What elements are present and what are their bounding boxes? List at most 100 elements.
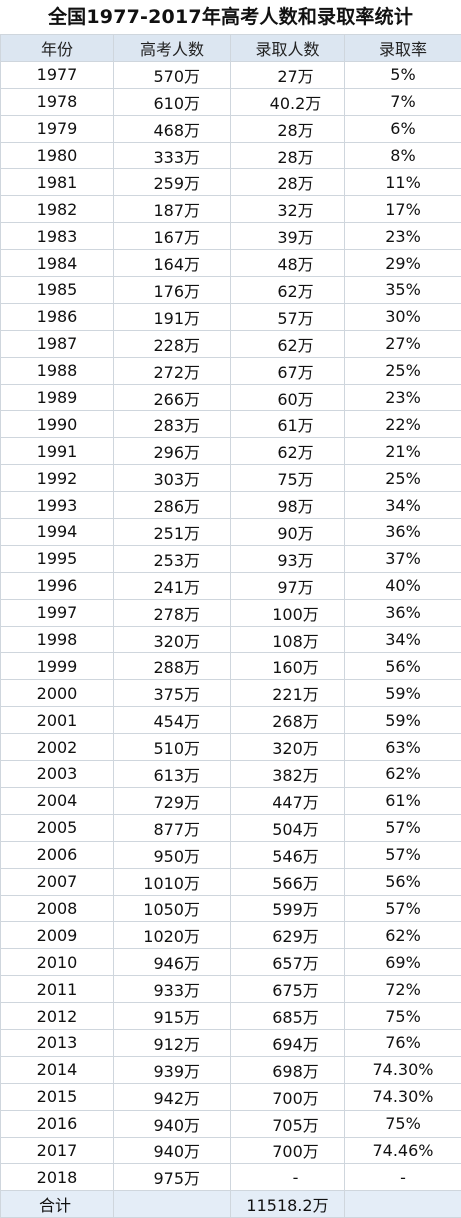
examinees-cell: 296万 xyxy=(114,438,231,465)
year-cell: 2014 xyxy=(1,1056,114,1083)
examinees-cell: 1020万 xyxy=(114,922,231,949)
examinees-cell: 303万 xyxy=(114,465,231,492)
year-cell: 1993 xyxy=(1,492,114,519)
year-cell: 2000 xyxy=(1,680,114,707)
rate-cell: 57% xyxy=(345,841,461,868)
rate-cell: 34% xyxy=(345,492,461,519)
rate-cell: 75% xyxy=(345,1003,461,1030)
total-empty-cell xyxy=(114,1191,231,1218)
admitted-cell: 75万 xyxy=(231,465,345,492)
year-cell: 1989 xyxy=(1,384,114,411)
year-cell: 1978 xyxy=(1,88,114,115)
rate-cell: 7% xyxy=(345,88,461,115)
admitted-cell: 62万 xyxy=(231,438,345,465)
header-row: 年份 高考人数 录取人数 录取率 xyxy=(1,35,461,62)
year-cell: 1997 xyxy=(1,599,114,626)
rate-cell: 56% xyxy=(345,653,461,680)
admitted-cell: 700万 xyxy=(231,1083,345,1110)
examinees-cell: 176万 xyxy=(114,277,231,304)
year-cell: 1996 xyxy=(1,572,114,599)
header-examinees: 高考人数 xyxy=(114,35,231,62)
year-cell: 2013 xyxy=(1,1029,114,1056)
rate-cell: 40% xyxy=(345,572,461,599)
admitted-cell: 382万 xyxy=(231,761,345,788)
year-cell: 2002 xyxy=(1,734,114,761)
examinees-cell: 454万 xyxy=(114,707,231,734)
examinees-cell: 187万 xyxy=(114,196,231,223)
rate-cell: 59% xyxy=(345,680,461,707)
year-cell: 1984 xyxy=(1,250,114,277)
rate-cell: 37% xyxy=(345,545,461,572)
examinees-cell: 468万 xyxy=(114,115,231,142)
header-rate: 录取率 xyxy=(345,35,461,62)
admitted-cell: 27万 xyxy=(231,61,345,88)
year-cell: 1990 xyxy=(1,411,114,438)
examinees-cell: 939万 xyxy=(114,1056,231,1083)
examinees-cell: 286万 xyxy=(114,492,231,519)
examinees-cell: 729万 xyxy=(114,787,231,814)
rate-cell: 76% xyxy=(345,1029,461,1056)
admitted-cell: 97万 xyxy=(231,572,345,599)
rate-cell: 69% xyxy=(345,949,461,976)
rate-cell: 35% xyxy=(345,277,461,304)
examinees-cell: 375万 xyxy=(114,680,231,707)
admitted-cell: 62万 xyxy=(231,330,345,357)
rate-cell: 63% xyxy=(345,734,461,761)
year-cell: 1981 xyxy=(1,169,114,196)
admitted-cell: 98万 xyxy=(231,492,345,519)
rate-cell: 25% xyxy=(345,465,461,492)
year-cell: 1980 xyxy=(1,142,114,169)
admitted-cell: 546万 xyxy=(231,841,345,868)
rate-cell: 75% xyxy=(345,1110,461,1137)
rate-cell: 74.30% xyxy=(345,1056,461,1083)
admitted-cell: 90万 xyxy=(231,519,345,546)
year-cell: 2015 xyxy=(1,1083,114,1110)
year-cell: 2001 xyxy=(1,707,114,734)
rate-cell: 56% xyxy=(345,868,461,895)
rate-cell: 21% xyxy=(345,438,461,465)
admitted-cell: 657万 xyxy=(231,949,345,976)
examinees-cell: 320万 xyxy=(114,626,231,653)
total-value: 11518.2万 xyxy=(231,1191,345,1218)
admitted-cell: 28万 xyxy=(231,142,345,169)
year-cell: 2009 xyxy=(1,922,114,949)
admitted-cell: 268万 xyxy=(231,707,345,734)
rate-cell: 36% xyxy=(345,519,461,546)
examinees-cell: 191万 xyxy=(114,303,231,330)
year-cell: 1999 xyxy=(1,653,114,680)
examinees-cell: 1050万 xyxy=(114,895,231,922)
admitted-cell: 93万 xyxy=(231,545,345,572)
admitted-cell: 100万 xyxy=(231,599,345,626)
admitted-cell: 629万 xyxy=(231,922,345,949)
year-cell: 2011 xyxy=(1,976,114,1003)
total-empty-cell xyxy=(345,1191,461,1218)
admitted-cell: 221万 xyxy=(231,680,345,707)
total-row: 合计 11518.2万 xyxy=(1,1191,461,1218)
year-cell: 2017 xyxy=(1,1137,114,1164)
examinees-cell: 164万 xyxy=(114,250,231,277)
admitted-cell: 39万 xyxy=(231,223,345,250)
admitted-cell: - xyxy=(231,1164,345,1191)
rate-cell: 23% xyxy=(345,384,461,411)
year-cell: 2005 xyxy=(1,814,114,841)
examinees-cell: 333万 xyxy=(114,142,231,169)
admitted-cell: 40.2万 xyxy=(231,88,345,115)
year-cell: 1991 xyxy=(1,438,114,465)
rate-cell: - xyxy=(345,1164,461,1191)
